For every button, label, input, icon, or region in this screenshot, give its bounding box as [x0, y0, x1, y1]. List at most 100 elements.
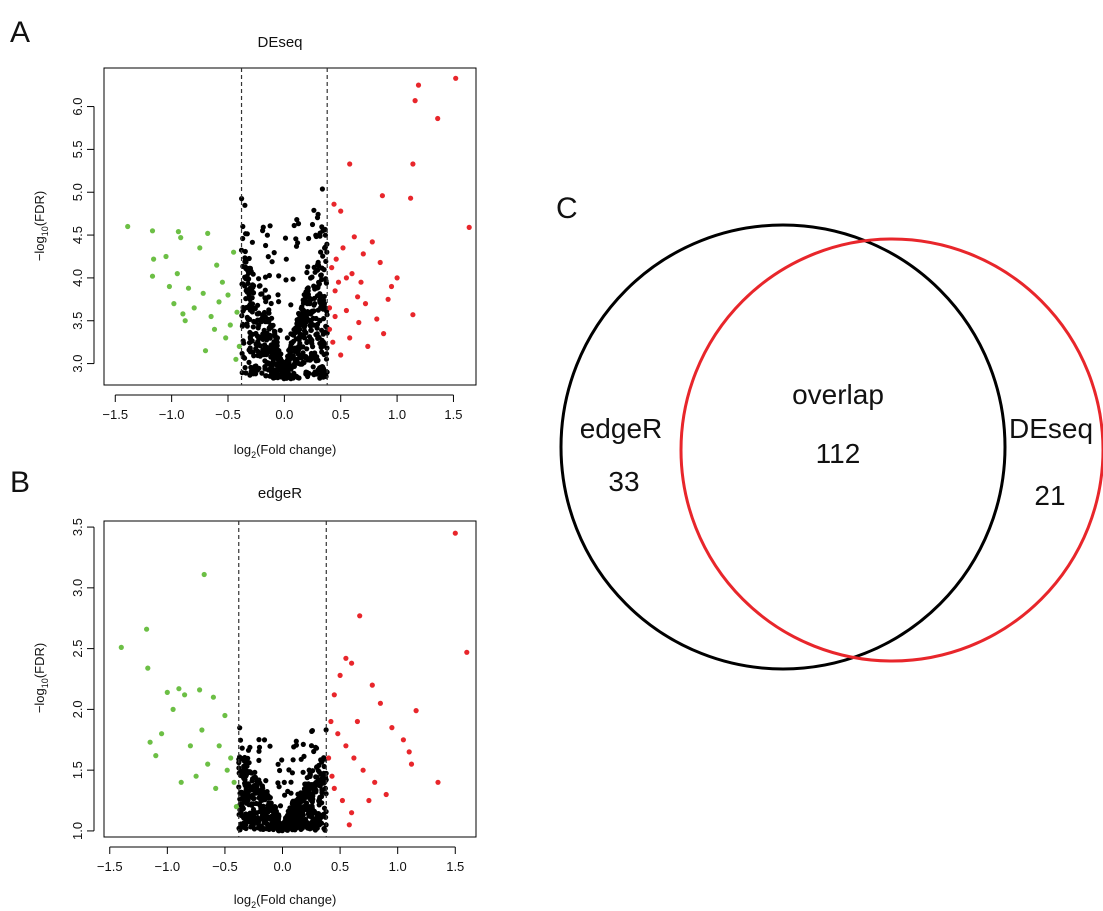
point-ns-deseq — [258, 291, 264, 297]
point-up-edger — [351, 755, 357, 761]
plot-title-edger: edgeR — [258, 485, 302, 502]
point-up-deseq — [330, 339, 336, 345]
point-up-deseq — [453, 75, 459, 81]
point-down-edger — [201, 571, 207, 578]
point-ns-edger — [282, 792, 288, 798]
point-ns-deseq — [295, 221, 302, 227]
point-ns-deseq — [313, 232, 319, 238]
y-tick-label-edger: 1.0 — [70, 822, 85, 840]
point-down-edger — [193, 773, 199, 779]
point-down-deseq — [200, 290, 206, 296]
point-ns-edger — [245, 781, 251, 787]
point-ns-deseq — [308, 296, 314, 302]
venn-circle-deseq — [679, 237, 1103, 663]
point-up-edger — [328, 718, 334, 725]
point-up-edger — [366, 797, 372, 804]
point-up-edger — [400, 737, 406, 743]
point-ns-edger — [275, 817, 281, 823]
point-up-edger — [354, 718, 360, 725]
point-ns-deseq — [309, 221, 316, 228]
point-up-deseq — [326, 305, 333, 311]
point-ns-edger — [251, 826, 257, 832]
point-ns-deseq — [269, 342, 275, 348]
point-ns-deseq — [242, 248, 248, 255]
y-tick-label-deseq: 4.0 — [70, 269, 85, 287]
point-ns-deseq — [276, 348, 282, 354]
point-ns-edger — [243, 800, 249, 806]
point-ns-deseq — [239, 196, 245, 202]
point-down-deseq — [174, 271, 180, 277]
plot-title-deseq: DEseq — [257, 34, 302, 51]
point-down-deseq — [231, 249, 237, 255]
point-ns-edger — [247, 769, 253, 775]
point-ns-deseq — [243, 296, 249, 302]
point-ns-deseq — [291, 374, 297, 380]
point-ns-edger — [265, 802, 271, 808]
point-ns-edger — [299, 819, 305, 825]
point-up-deseq — [410, 161, 416, 167]
x-axis-edger: −1.5 −1.0 −0.5 0.0 0.5 1.0 1.5 — [97, 846, 464, 874]
point-ns-deseq — [259, 370, 265, 376]
point-ns-edger — [321, 770, 327, 777]
point-ns-deseq — [286, 359, 292, 365]
point-ns-edger — [300, 809, 306, 815]
point-ns-edger — [237, 725, 243, 731]
point-ns-edger — [277, 767, 283, 774]
point-ns-edger — [289, 770, 295, 776]
point-down-edger — [153, 753, 159, 759]
point-ns-deseq — [274, 336, 280, 342]
point-ns-deseq — [276, 273, 282, 279]
point-ns-edger — [321, 763, 327, 770]
point-ns-deseq — [314, 215, 321, 221]
point-ns-deseq — [314, 293, 321, 299]
point-ns-deseq — [307, 309, 313, 315]
point-ns-edger — [281, 779, 287, 786]
point-up-deseq — [351, 234, 357, 240]
volcano-plot-edger: edgeR −1.5 −1.0 −0.5 0.0 0.5 1.0 1.5 1.0 1.5 2.0… — [32, 485, 477, 910]
point-ns-deseq — [290, 353, 296, 359]
panel-letter-a: A — [10, 16, 30, 49]
point-ns-deseq — [268, 362, 274, 368]
point-ns-deseq — [283, 277, 289, 283]
point-up-edger — [389, 725, 395, 731]
point-down-deseq — [191, 305, 197, 311]
point-up-deseq — [338, 352, 344, 358]
point-ns-deseq — [319, 349, 325, 355]
point-ns-deseq — [310, 344, 316, 350]
point-down-deseq — [175, 229, 181, 235]
y-tick-label-deseq: 4.5 — [70, 226, 85, 244]
point-ns-deseq — [257, 317, 263, 323]
point-down-deseq — [182, 318, 188, 324]
point-ns-deseq — [261, 309, 268, 316]
point-ns-deseq — [276, 299, 282, 305]
point-ns-deseq — [267, 223, 273, 229]
point-down-deseq — [171, 301, 177, 307]
point-down-edger — [147, 739, 153, 745]
point-ns-deseq — [268, 322, 274, 328]
point-ns-edger — [261, 813, 267, 819]
point-down-deseq — [125, 223, 131, 230]
venn-value-edger: 33 — [608, 466, 639, 497]
point-ns-edger — [260, 785, 266, 791]
point-up-edger — [372, 779, 378, 785]
point-ns-edger — [252, 774, 258, 780]
point-up-edger — [369, 682, 375, 688]
point-ns-deseq — [262, 287, 268, 293]
point-up-edger — [346, 822, 352, 828]
point-ns-edger — [308, 743, 315, 749]
point-ns-deseq — [271, 350, 277, 357]
point-ns-deseq — [320, 253, 326, 259]
point-up-edger — [383, 791, 389, 798]
point-ns-edger — [294, 813, 300, 820]
plot-frame-edger — [103, 520, 477, 838]
point-ns-deseq — [246, 276, 252, 282]
point-ns-edger — [319, 800, 325, 806]
point-ns-edger — [298, 796, 304, 802]
point-ns-deseq — [250, 284, 256, 290]
point-ns-deseq — [289, 340, 295, 346]
point-down-deseq — [149, 273, 156, 279]
point-ns-deseq — [322, 245, 328, 251]
point-up-deseq — [355, 294, 361, 300]
point-ns-edger — [277, 803, 284, 809]
point-ns-deseq — [242, 274, 248, 280]
